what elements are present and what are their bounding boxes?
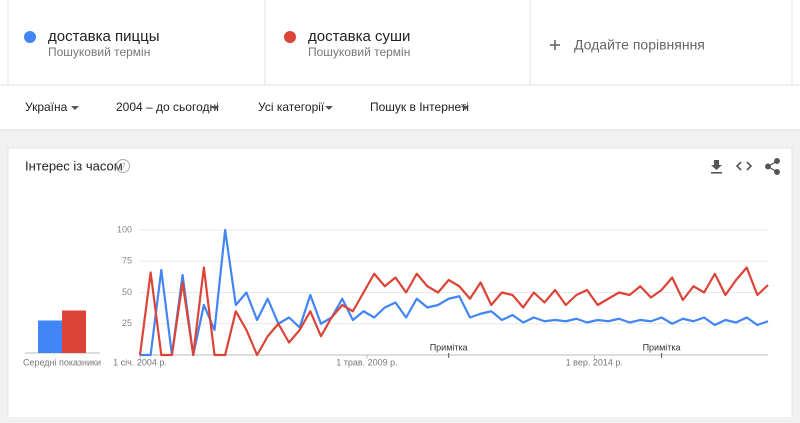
x-tick-label: 1 січ. 2004 р. — [113, 357, 167, 367]
dropdown-arrow[interactable] — [461, 106, 469, 110]
term-dot — [284, 31, 296, 43]
term-name[interactable]: доставка пиццы — [48, 28, 159, 45]
filter[interactable]: Усі категорії — [258, 100, 325, 114]
series-line — [138, 266, 769, 357]
term-dot — [24, 31, 36, 43]
filter[interactable]: 2004 – до сьогодні — [116, 100, 219, 114]
card-title: Інтерес із часом — [25, 158, 123, 173]
y-tick-label: 100 — [117, 224, 132, 234]
x-tick-label: 1 трав. 2009 р. — [336, 357, 397, 367]
term-subtitle: Пошуковий термін — [308, 45, 410, 59]
plus-icon[interactable] — [550, 40, 560, 50]
term-name[interactable]: доставка суши — [308, 28, 410, 45]
embed-icon[interactable] — [735, 161, 753, 171]
filter[interactable]: Україна — [25, 100, 68, 114]
add-compare[interactable]: Додайте порівняння — [574, 37, 705, 53]
annotation: Примітка — [643, 342, 681, 352]
svg-text:?: ? — [120, 161, 125, 171]
average-bar — [38, 320, 62, 353]
series-line — [140, 228, 769, 357]
dropdown-arrow[interactable] — [211, 106, 219, 110]
y-tick-label: 75 — [122, 256, 132, 266]
share-icon[interactable] — [765, 158, 780, 175]
help-icon[interactable]: ? — [116, 159, 130, 173]
term-subtitle: Пошуковий термін — [48, 45, 150, 59]
y-tick-label: 25 — [122, 318, 132, 328]
filter[interactable]: Пошук в Інтернеті — [370, 100, 469, 114]
dropdown-arrow[interactable] — [71, 106, 79, 110]
x-tick-label: 1 вер. 2014 р. — [566, 357, 623, 367]
top-area — [0, 0, 800, 130]
y-tick-label: 50 — [122, 287, 132, 297]
download-icon[interactable] — [711, 160, 722, 174]
average-bar — [62, 310, 86, 353]
chart: 25 50 75 100 1 січ. 2004 р. 1 трав. 2009 р. 1 … — [23, 224, 769, 367]
annotation: Примітка — [430, 342, 468, 352]
averages-label: Середні показники — [23, 357, 101, 367]
dropdown-arrow[interactable] — [325, 106, 333, 110]
